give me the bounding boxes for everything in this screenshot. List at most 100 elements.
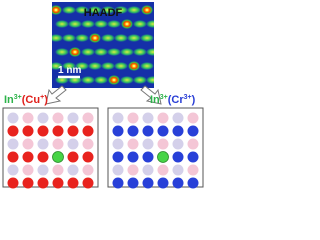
lattice-site — [172, 177, 184, 189]
lattice-site — [67, 151, 79, 163]
atom-column — [75, 6, 89, 14]
haadf-image — [52, 2, 154, 88]
atom-column — [107, 48, 121, 56]
atom-column — [94, 76, 108, 84]
lattice-site — [7, 125, 19, 137]
lattice-site — [127, 125, 139, 137]
atom-column — [75, 34, 89, 42]
lattice-site — [82, 177, 94, 189]
lattice-site — [67, 138, 79, 150]
atom-column — [120, 76, 134, 84]
lattice-site — [157, 177, 169, 189]
lattice-site — [7, 138, 19, 150]
lattice-site — [22, 112, 34, 124]
lattice-site — [82, 138, 94, 150]
atom-column — [127, 34, 141, 42]
lattice-site — [52, 125, 64, 137]
atom-column — [52, 5, 62, 15]
atom-column — [94, 20, 108, 28]
lattice-site — [37, 151, 49, 163]
lattice-site — [187, 151, 199, 163]
atom-column — [52, 34, 63, 42]
lattice-site — [187, 125, 199, 137]
lattice-site — [112, 138, 124, 150]
atom-column — [140, 62, 154, 70]
atom-column — [55, 20, 69, 28]
lattice-site — [37, 125, 49, 137]
atom-column — [94, 48, 108, 56]
lattice-site — [187, 177, 199, 189]
label-part: 3+ — [184, 94, 192, 101]
lattice-site — [52, 177, 64, 189]
lattice-site — [37, 164, 49, 176]
lattice-site — [67, 125, 79, 137]
label-part: (Cu — [22, 94, 40, 106]
lattice-site — [22, 164, 34, 176]
atom-column — [140, 34, 154, 42]
lattice-site — [7, 177, 19, 189]
lattice-site — [112, 177, 124, 189]
image-title: HAADF — [84, 7, 123, 19]
lattice-site — [22, 177, 34, 189]
lattice-panel — [2, 107, 99, 188]
atom-column — [114, 6, 128, 14]
atom-column — [133, 20, 147, 28]
arrow-right — [140, 85, 162, 105]
atom-column — [62, 6, 76, 14]
lattice-site — [112, 112, 124, 124]
lattice-site — [37, 138, 49, 150]
atom-column — [101, 62, 115, 70]
lattice-site — [7, 164, 19, 176]
atom-column — [81, 48, 95, 56]
lattice-site — [142, 112, 154, 124]
lattice-site — [52, 164, 64, 176]
lattice-site — [112, 151, 124, 163]
atom-column — [114, 34, 128, 42]
atom-column — [120, 48, 134, 56]
lattice-site — [157, 125, 169, 137]
atom-column — [127, 6, 141, 14]
lattice-site — [127, 112, 139, 124]
lattice-site — [7, 151, 19, 163]
atom-column — [81, 20, 95, 28]
label-part: In — [4, 94, 14, 106]
lattice-site — [22, 138, 34, 150]
lattice-site — [172, 125, 184, 137]
lattice-site — [142, 164, 154, 176]
atom-column — [133, 76, 147, 84]
lattice-site — [52, 151, 64, 163]
lattice-site — [172, 151, 184, 163]
lattice-site — [22, 125, 34, 137]
lattice-site — [67, 112, 79, 124]
lattice-site — [157, 151, 169, 163]
lattice-site — [112, 125, 124, 137]
lattice-site — [127, 164, 139, 176]
lattice-site — [37, 177, 49, 189]
lattice-site — [187, 112, 199, 124]
label-part: In — [150, 94, 160, 106]
label-part: ) — [192, 94, 196, 106]
lattice-site — [82, 164, 94, 176]
atom-column — [128, 61, 140, 71]
label-part: ) — [44, 94, 48, 106]
lattice-panel — [107, 107, 204, 188]
atom-column — [62, 34, 76, 42]
lattice-site — [82, 112, 94, 124]
atom-column — [101, 34, 115, 42]
atom-column — [89, 33, 101, 43]
lattice-site — [37, 112, 49, 124]
atom-column — [121, 19, 133, 29]
scale-label: 1 nm — [58, 65, 81, 76]
arrow-left — [45, 85, 67, 105]
lattice-site — [82, 151, 94, 163]
lattice-site — [67, 164, 79, 176]
atom-column — [146, 20, 154, 28]
lattice-site — [82, 125, 94, 137]
atom-column — [146, 48, 154, 56]
atom-column — [146, 76, 154, 84]
figure: HAADF 1 nm In3+(Cu+) In3+(Cr3+) — [2, 2, 204, 189]
atom-column — [55, 48, 69, 56]
lattice-site — [52, 138, 64, 150]
lattice-site — [187, 138, 199, 150]
lattice-site — [187, 164, 199, 176]
